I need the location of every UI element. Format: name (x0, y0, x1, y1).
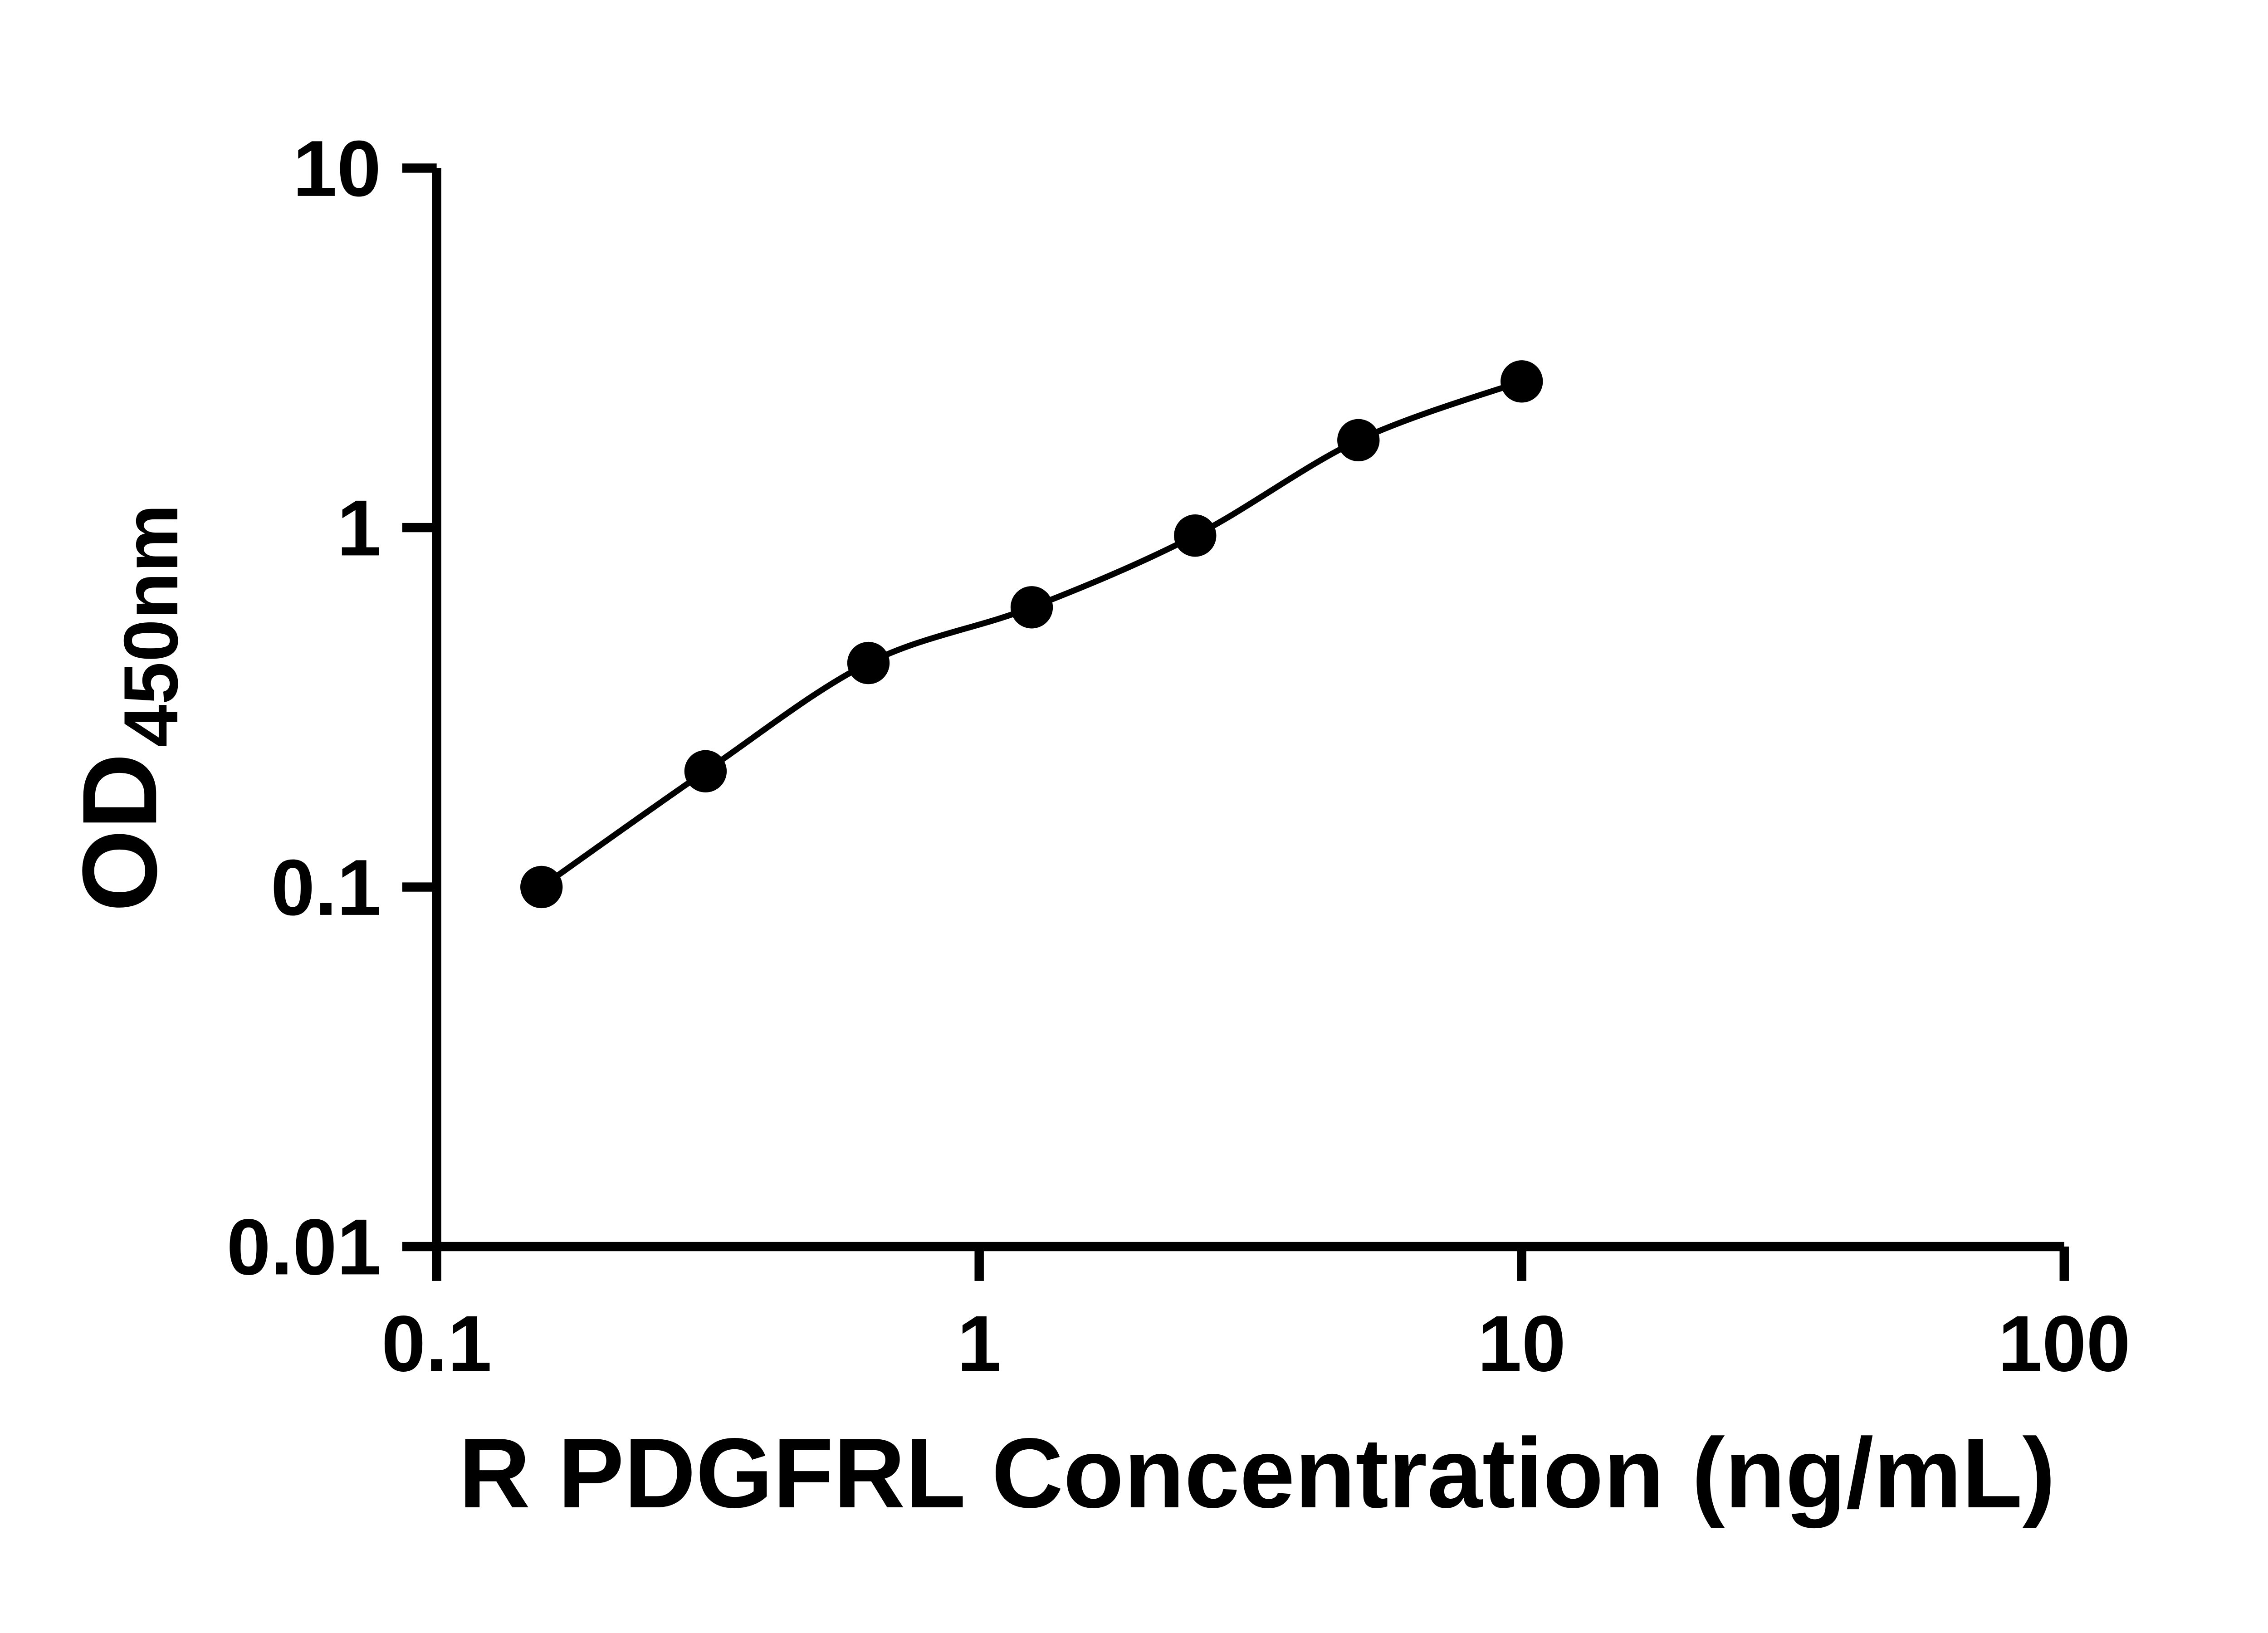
y-axis-title: OD 450nm (61, 504, 194, 912)
x-tick-label: 10 (1477, 1300, 1566, 1388)
data-point (847, 641, 890, 684)
y-tick-label: 1 (337, 484, 381, 572)
data-point (520, 865, 563, 909)
data-point (1010, 586, 1053, 629)
plot-axes (432, 168, 2064, 1252)
x-tick-label: 100 (1998, 1300, 2131, 1388)
y-axis-title-main: OD (61, 753, 179, 912)
data-point (684, 750, 727, 792)
data-point (1337, 419, 1380, 462)
y-tick-label: 10 (293, 125, 381, 213)
x-tick-label: 1 (957, 1300, 1001, 1388)
data-point (1174, 514, 1217, 557)
x-axis-title: R PDGFRL Concentration (ng/mL) (459, 1418, 2055, 1529)
data-point (1501, 360, 1543, 403)
y-tick-label: 0.1 (271, 844, 381, 932)
fit-curve-line (539, 378, 1523, 890)
x-tick-label: 0.1 (381, 1300, 492, 1388)
axis-frame (432, 168, 2064, 1252)
fit-curve-layer (539, 378, 1523, 890)
axis-ticks (402, 163, 2069, 1281)
y-axis-title-subscript: 450nm (108, 504, 194, 747)
y-tick-label: 0.01 (226, 1203, 381, 1291)
data-points (520, 360, 1543, 909)
